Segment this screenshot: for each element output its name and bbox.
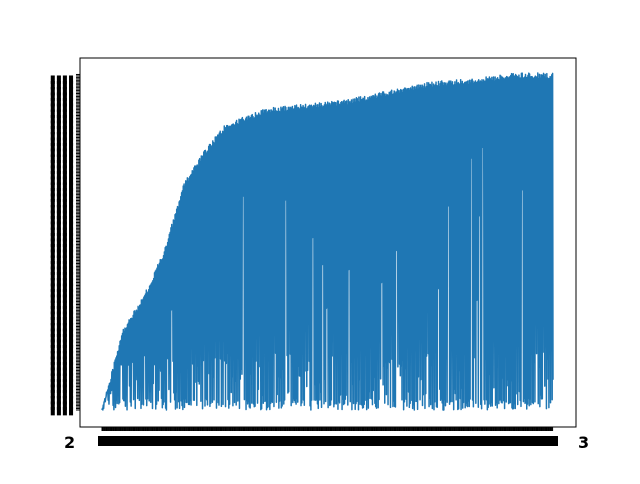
y-tick-label: ▮▮▮▮ [50,185,74,198]
x-axis-ticks [101,427,554,431]
y-tick-label: ▮▮▮▮ [50,292,74,305]
y-tick-label: ▮▮▮▮ [50,123,74,136]
y-tick-label: ▮▮▮▮ [50,353,74,366]
y-tick-label: ▮▮▮▮ [50,404,74,417]
y-axis-tick-labels: ▮▮▮▮▮▮▮▮▮▮▮▮▮▮▮▮▮▮▮▮▮▮▮▮▮▮▮▮▮▮▮▮▮▮▮▮▮▮▮▮… [50,73,74,417]
y-tick-label: ▮▮▮▮ [50,78,74,91]
y-tick-label: ▮▮▮▮ [50,325,74,338]
y-tick-label: ▮▮▮▮ [50,162,74,175]
y-tick-label: ▮▮▮▮ [50,174,74,187]
y-tick-label: ▮▮▮▮ [50,236,74,249]
y-tick-label: ▮▮▮▮ [50,398,74,411]
y-tick-label: ▮▮▮▮ [50,337,74,350]
y-tick-label: ▮▮▮▮ [50,348,74,361]
y-tick-label: ▮▮▮▮ [50,129,74,142]
y-tick-label: ▮▮▮▮ [50,118,74,131]
y-tick-label: ▮▮▮▮ [50,376,74,389]
y-tick-label: ▮▮▮▮ [50,387,74,400]
y-tick-label: ▮▮▮▮ [50,191,74,204]
y-tick-label: ▮▮▮▮ [50,134,74,147]
y-tick-label: ▮▮▮▮ [50,224,74,237]
y-tick-label: ▮▮▮▮ [50,247,74,260]
y-tick-label: ▮▮▮▮ [50,89,74,102]
y-tick-label: ▮▮▮▮ [50,342,74,355]
y-tick-label: ▮▮▮▮ [50,95,74,108]
y-tick-label: ▮▮▮▮ [50,359,74,372]
y-tick-label: ▮▮▮▮ [50,382,74,395]
y-tick-label: ▮▮▮▮ [50,297,74,310]
y-tick-label: ▮▮▮▮ [50,101,74,114]
y-tick-label: ▮▮▮▮ [50,258,74,271]
y-tick-label: ▮▮▮▮ [50,84,74,97]
y-tick-label: ▮▮▮▮ [50,146,74,159]
y-tick-label: ▮▮▮▮ [50,280,74,293]
x-tick-label-first: 2 [64,433,75,452]
plot-frame [79,57,577,428]
y-tick-label: ▮▮▮▮ [50,269,74,282]
y-tick-label: ▮▮▮▮ [50,309,74,322]
y-tick-label: ▮▮▮▮ [50,151,74,164]
x-tick-label-band [98,436,558,446]
y-tick-label: ▮▮▮▮ [50,331,74,344]
y-tick-label: ▮▮▮▮ [50,140,74,153]
y-tick-label: ▮▮▮▮ [50,275,74,288]
y-tick-label: ▮▮▮▮ [50,393,74,406]
y-tick-label: ▮▮▮▮ [50,314,74,327]
y-tick-label: ▮▮▮▮ [50,168,74,181]
y-tick-label: ▮▮▮▮ [50,73,74,86]
x-tick-label-last: 3 [578,433,589,452]
y-tick-label: ▮▮▮▮ [50,112,74,125]
y-tick-label: ▮▮▮▮ [50,264,74,277]
series-line [101,72,554,411]
y-tick-label: ▮▮▮▮ [50,157,74,170]
y-tick-label: ▮▮▮▮ [50,179,74,192]
y-tick-label: ▮▮▮▮ [50,230,74,243]
y-tick-label: ▮▮▮▮ [50,370,74,383]
y-tick-label: ▮▮▮▮ [50,286,74,299]
y-tick-label: ▮▮▮▮ [50,241,74,254]
y-tick-label: ▮▮▮▮ [50,252,74,265]
y-tick-label: ▮▮▮▮ [50,219,74,232]
y-tick-label: ▮▮▮▮ [50,207,74,220]
y-tick-label: ▮▮▮▮ [50,365,74,378]
y-tick-label: ▮▮▮▮ [50,202,74,215]
y-tick-label: ▮▮▮▮ [50,196,74,209]
y-tick-label: ▮▮▮▮ [50,303,74,316]
y-tick-label: ▮▮▮▮ [50,213,74,226]
y-axis-ticks [76,73,80,411]
y-tick-label: ▮▮▮▮ [50,106,74,119]
y-tick-label: ▮▮▮▮ [50,320,74,333]
